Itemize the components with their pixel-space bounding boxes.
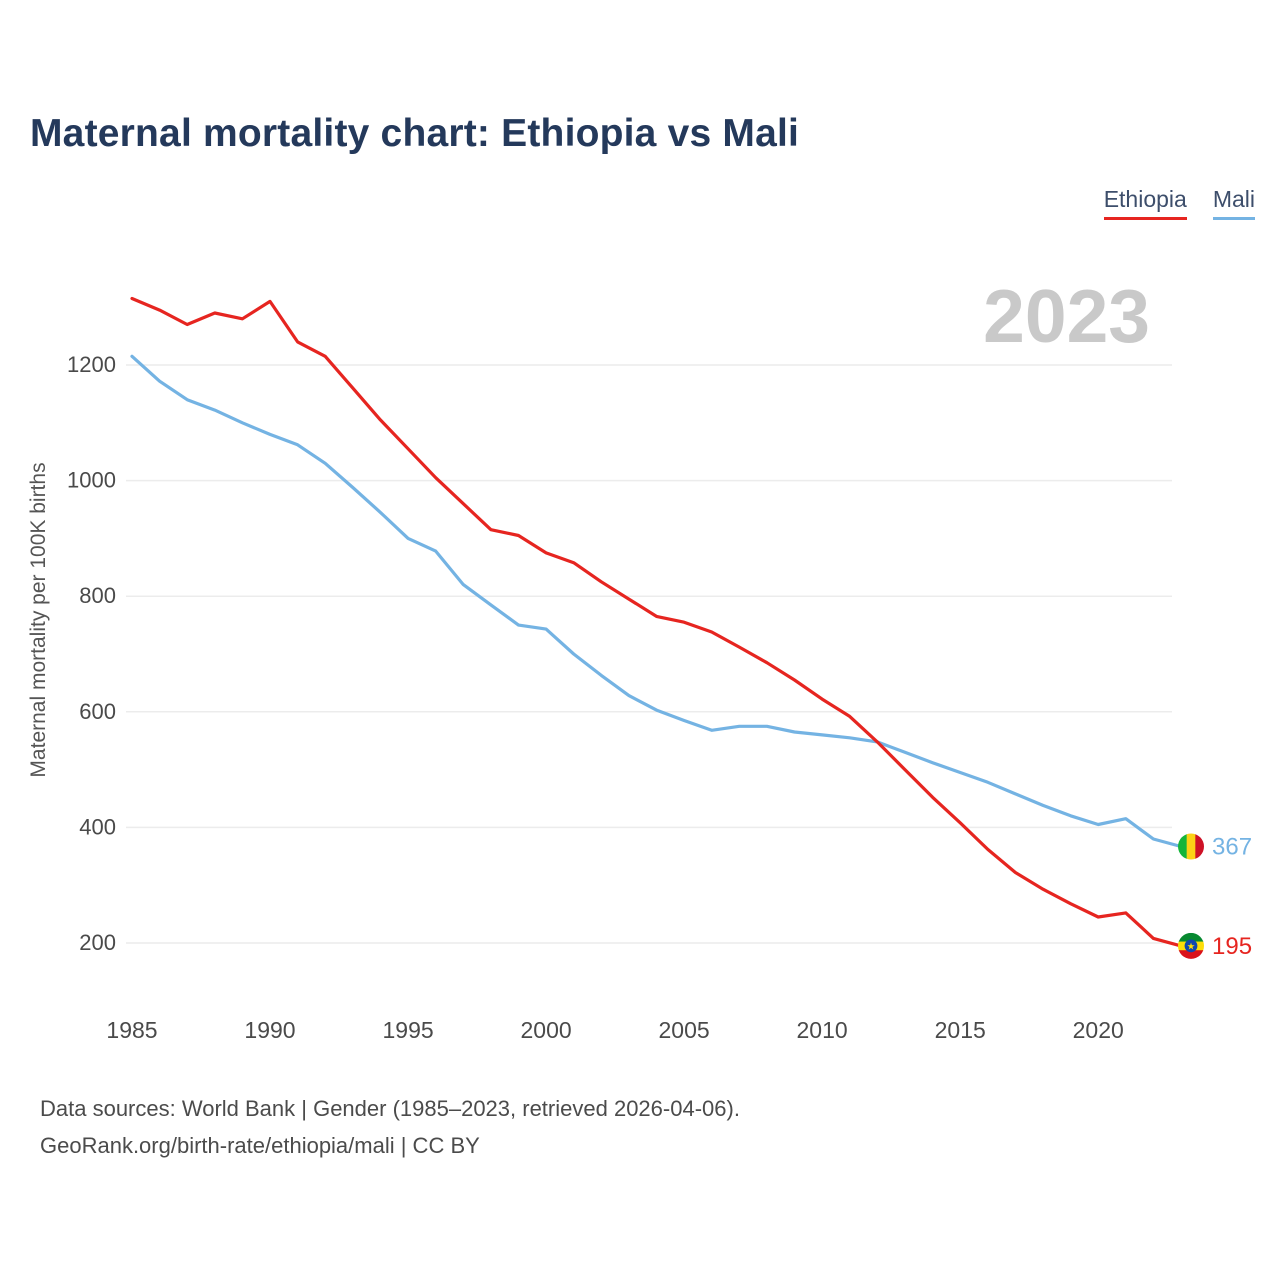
series-line-mali[interactable]: [130, 354, 1183, 849]
x-tick-label: 2015: [935, 1017, 986, 1043]
y-tick-label: 600: [79, 699, 116, 724]
legend-item-ethiopia[interactable]: Ethiopia: [1103, 186, 1187, 220]
y-tick-label: 400: [79, 814, 116, 839]
legend-item-mali[interactable]: Mali: [1212, 186, 1255, 220]
year-watermark: 2023: [983, 274, 1150, 358]
end-value-mali: 367: [1212, 834, 1252, 861]
x-axis-ticks: 1985 1990 1995 2000 2005 2010 2015 2020: [106, 1017, 1123, 1043]
y-axis-label: Maternal mortality per 100K births: [27, 462, 50, 777]
footer: Data sources: World Bank | Gender (1985–…: [40, 1090, 740, 1164]
x-tick-label: 1990: [244, 1017, 295, 1043]
gridlines: 200 400 600 800 1000 1200: [67, 352, 1172, 955]
ethiopia-flag-icon: ★: [1178, 932, 1204, 959]
series-line-ethiopia[interactable]: [130, 296, 1183, 948]
x-tick-label: 1985: [106, 1017, 157, 1043]
flag-star-icon: ★: [1187, 942, 1196, 953]
footer-attribution: GeoRank.org/birth-rate/ethiopia/mali | C…: [40, 1133, 480, 1158]
x-tick-label: 1995: [383, 1017, 434, 1043]
y-tick-label: 1200: [67, 352, 116, 377]
y-tick-label: 200: [79, 930, 116, 955]
mali-flag-icon: [1178, 833, 1204, 860]
x-tick-label: 2020: [1073, 1017, 1124, 1043]
y-tick-label: 1000: [67, 468, 116, 493]
x-tick-label: 2005: [659, 1017, 710, 1043]
footer-sources: Data sources: World Bank | Gender (1985–…: [40, 1096, 740, 1121]
end-value-ethiopia: 195: [1212, 933, 1252, 960]
legend: Ethiopia Mali: [1103, 186, 1255, 220]
y-tick-label: 800: [79, 583, 116, 608]
x-tick-label: 2000: [521, 1017, 572, 1043]
page-title: Maternal mortality chart: Ethiopia vs Ma…: [30, 112, 800, 155]
x-tick-label: 2010: [797, 1017, 848, 1043]
